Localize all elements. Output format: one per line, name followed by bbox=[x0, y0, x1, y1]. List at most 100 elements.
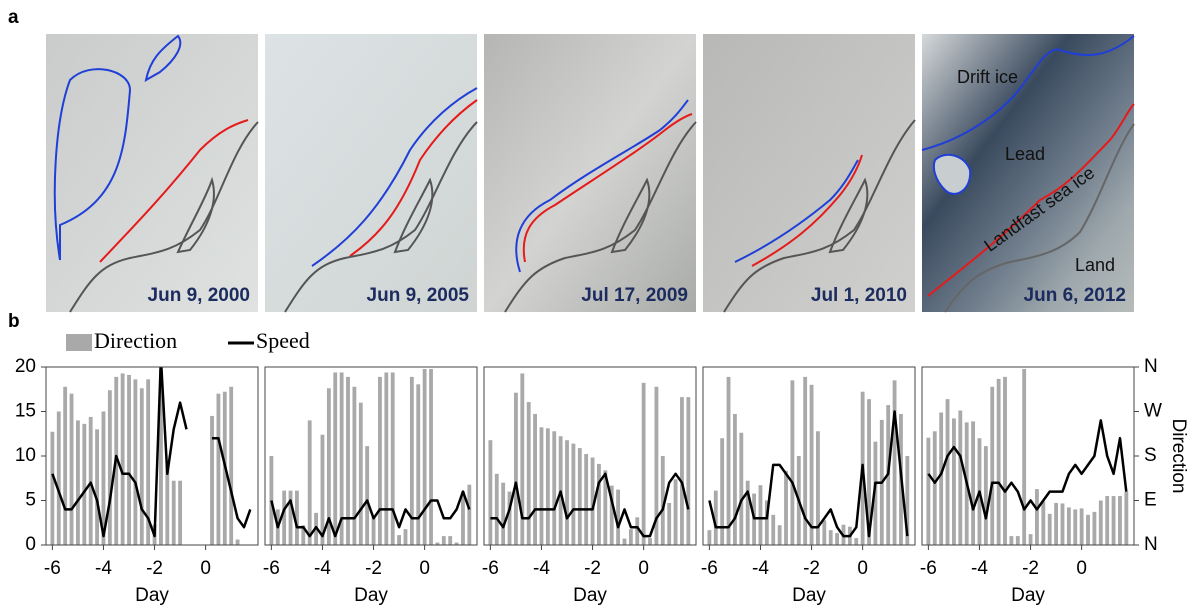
y2-axis-title: Direction bbox=[1168, 419, 1189, 494]
direction-bar bbox=[905, 456, 910, 545]
direction-bar bbox=[565, 440, 569, 545]
direction-bar bbox=[635, 517, 640, 545]
direction-bar bbox=[609, 485, 614, 545]
direction-bar bbox=[1041, 501, 1046, 545]
direction-bar bbox=[229, 386, 234, 545]
direction-bar bbox=[1028, 534, 1033, 545]
direction-bar bbox=[828, 530, 833, 545]
direction-bar bbox=[409, 376, 414, 545]
direction-bar bbox=[133, 379, 138, 545]
direction-bar bbox=[441, 536, 446, 545]
coastline bbox=[828, 177, 869, 254]
plot-area bbox=[926, 368, 1129, 545]
speed-line bbox=[708, 410, 909, 538]
direction-bar bbox=[803, 376, 808, 545]
image-panel: Jul 1, 2010 bbox=[703, 34, 916, 313]
direction-bar bbox=[454, 542, 459, 545]
satellite-image bbox=[265, 34, 477, 312]
coastline bbox=[284, 121, 478, 313]
y-tick-label: 5 bbox=[25, 490, 36, 511]
y-tick-label: 15 bbox=[15, 401, 36, 422]
direction-bar bbox=[680, 397, 684, 545]
direction-bar bbox=[641, 382, 646, 545]
speed-line bbox=[490, 472, 690, 538]
direction-bar bbox=[416, 384, 421, 545]
direction-bar bbox=[501, 482, 506, 545]
direction-bar bbox=[139, 388, 144, 545]
direction-bar bbox=[520, 373, 525, 545]
image-date: Jun 9, 2005 bbox=[367, 285, 470, 306]
direction-bar bbox=[764, 500, 769, 545]
direction-bar bbox=[448, 536, 453, 545]
x-tick-label: -6 bbox=[482, 558, 499, 579]
ice-floe bbox=[932, 153, 972, 195]
direction-bar bbox=[494, 473, 499, 545]
chart: -6 -4 -2 0 Day N E S W N Direction bbox=[920, 356, 1189, 606]
coastline bbox=[944, 123, 1135, 313]
direction-bar bbox=[771, 514, 776, 545]
direction-bar bbox=[1098, 500, 1103, 545]
direction-bar bbox=[146, 379, 151, 545]
direction-bar bbox=[1015, 536, 1020, 545]
direction-bar bbox=[88, 416, 93, 545]
x-tick-label: -4 bbox=[533, 558, 550, 579]
direction-bar bbox=[552, 431, 557, 545]
direction-bar bbox=[82, 423, 87, 545]
direction-bar bbox=[816, 431, 820, 545]
direction-bar bbox=[384, 372, 389, 545]
direction-bar bbox=[990, 386, 995, 545]
y2-tick-label: N bbox=[1144, 534, 1158, 555]
plot-area bbox=[707, 376, 910, 545]
panel-label: a bbox=[8, 7, 19, 28]
direction-bar bbox=[784, 470, 788, 545]
direction-bar bbox=[422, 368, 427, 545]
direction-bar bbox=[339, 372, 344, 545]
direction-bar bbox=[983, 446, 988, 545]
ice-edge bbox=[515, 99, 689, 273]
direction-bar bbox=[926, 437, 931, 545]
x-tick-label: 0 bbox=[419, 558, 430, 579]
direction-bar bbox=[326, 388, 331, 545]
chart: -6 -4 -2 0 Day bbox=[263, 366, 478, 606]
x-tick-label: -4 bbox=[752, 558, 769, 579]
image-date: Jul 17, 2009 bbox=[581, 285, 688, 306]
chart: -6 -4 -2 0 Day bbox=[701, 366, 916, 606]
image-panel: Jul 17, 2009 bbox=[484, 34, 697, 313]
direction-bar bbox=[590, 457, 595, 545]
direction-bar bbox=[467, 484, 472, 545]
ice-edge bbox=[751, 154, 863, 267]
satellite-image bbox=[46, 34, 258, 312]
direction-bar bbox=[171, 480, 176, 545]
y2-tick-label: N bbox=[1144, 356, 1158, 377]
plot-area bbox=[269, 368, 472, 545]
x-tick-label: 0 bbox=[200, 558, 211, 579]
direction-bar bbox=[1003, 376, 1007, 545]
direction-bar bbox=[1118, 496, 1122, 545]
drift-ice-outline bbox=[53, 68, 132, 261]
x-tick-label: -2 bbox=[146, 558, 163, 579]
direction-bar bbox=[577, 448, 582, 545]
direction-bar bbox=[739, 432, 744, 545]
direction-bar bbox=[216, 393, 221, 545]
ice-edge bbox=[349, 99, 478, 257]
speed-line bbox=[927, 419, 1128, 520]
y2-tick-label: W bbox=[1144, 401, 1162, 422]
direction-bar bbox=[1009, 536, 1014, 545]
coastline bbox=[69, 121, 259, 313]
direction-bar bbox=[707, 530, 712, 545]
direction-bar bbox=[159, 368, 163, 545]
direction-bar bbox=[654, 386, 659, 545]
x-axis-title: Day bbox=[792, 585, 826, 606]
speed-line bbox=[270, 490, 471, 538]
direction-bar bbox=[867, 399, 871, 545]
direction-bar bbox=[165, 461, 170, 545]
ice-edge bbox=[927, 103, 1135, 297]
x-tick-label: -6 bbox=[44, 558, 61, 579]
ice-edge bbox=[311, 87, 478, 267]
image-date: Jul 1, 2010 bbox=[811, 285, 907, 306]
direction-bar bbox=[673, 479, 678, 545]
plot-frame bbox=[702, 366, 916, 546]
direction-bar bbox=[333, 372, 338, 545]
direction-bar bbox=[1060, 503, 1065, 545]
